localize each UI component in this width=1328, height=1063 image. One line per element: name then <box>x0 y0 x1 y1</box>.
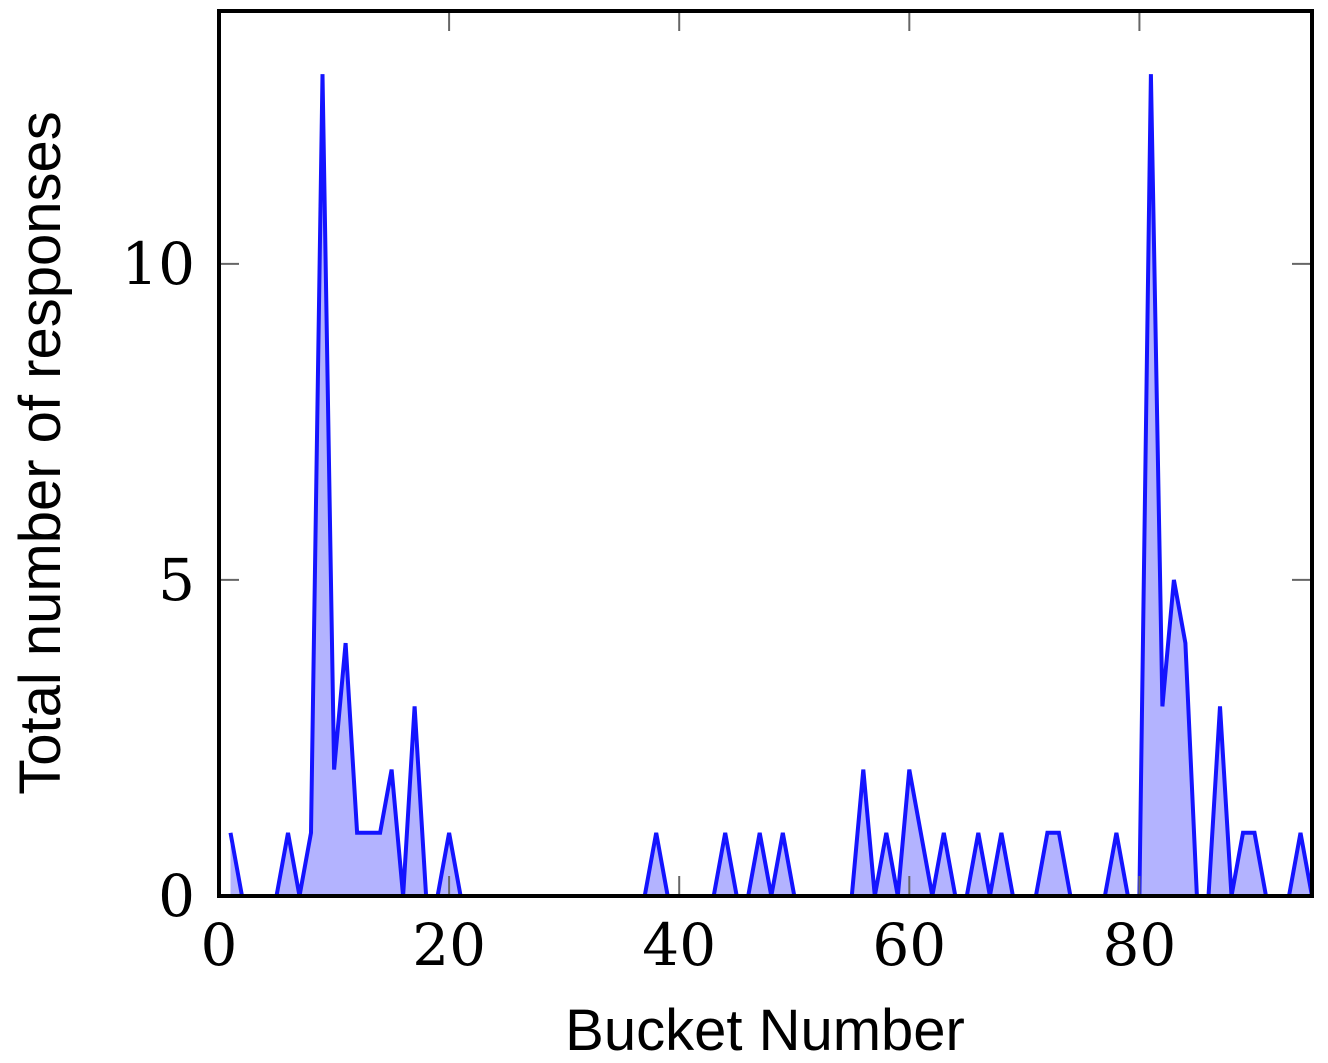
x-tick-label: 80 <box>1103 911 1177 979</box>
x-tick-label: 60 <box>872 911 946 979</box>
plot-frame <box>217 9 1314 898</box>
y-tick-label: 10 <box>121 230 195 298</box>
y-tick-labels: 0 5 10 <box>121 230 195 930</box>
y-axis-title: Total number of responses <box>8 111 73 794</box>
x-tick-labels: 0 20 40 60 80 <box>201 911 1177 979</box>
x-tick-label: 20 <box>412 911 486 979</box>
y-tick-label: 0 <box>158 862 195 930</box>
x-axis-title: Bucket Number <box>565 998 965 1063</box>
area-fill <box>230 74 1312 896</box>
x-tick-label: 40 <box>642 911 716 979</box>
y-tick-label: 5 <box>158 546 195 614</box>
x-tick-label: 0 <box>201 911 238 979</box>
